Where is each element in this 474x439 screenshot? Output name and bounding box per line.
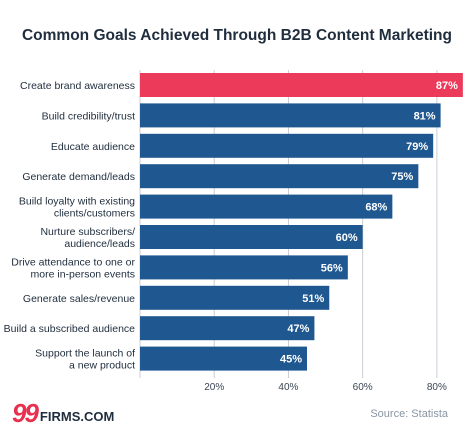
bar bbox=[140, 164, 419, 189]
logo-text: FIRMS.COM bbox=[39, 408, 115, 424]
category-label: Create brand awareness bbox=[20, 80, 135, 92]
category-label: Drive attendance to one or more in-person… bbox=[11, 256, 135, 280]
x-tick-label: 60% bbox=[353, 382, 373, 393]
bar-value-label: 51% bbox=[302, 293, 324, 305]
bar bbox=[140, 133, 434, 158]
category-label: Generate sales/revenue bbox=[23, 293, 135, 305]
category-label: Generate demand/leads bbox=[22, 171, 135, 183]
bar bbox=[140, 225, 363, 249]
bar bbox=[140, 194, 393, 219]
logo: 99 FIRMS.COM bbox=[12, 398, 115, 428]
bar-value-label: 79% bbox=[406, 141, 428, 153]
category-label: Support the launch of a new product bbox=[35, 348, 135, 372]
bar bbox=[140, 103, 441, 128]
category-label: Educate audience bbox=[51, 141, 135, 153]
category-label: Build loyalty with existing clients/custo… bbox=[19, 196, 135, 220]
bar-value-label: 87% bbox=[436, 80, 458, 92]
bar bbox=[140, 73, 463, 97]
bar bbox=[140, 285, 330, 310]
bar-value-label: 81% bbox=[414, 110, 436, 122]
category-label: Nurture subscribers/audience/leads bbox=[40, 226, 135, 250]
chart-title: Common Goals Achieved Through B2B Conten… bbox=[21, 27, 452, 44]
bar-value-label: 60% bbox=[336, 232, 358, 244]
bar bbox=[140, 255, 348, 280]
x-tick-label: 20% bbox=[204, 382, 224, 393]
bar-value-label: 75% bbox=[391, 171, 413, 183]
category-label: Build a subscribed audience bbox=[4, 323, 135, 335]
x-tick-label: 80% bbox=[427, 382, 447, 393]
bar bbox=[140, 346, 307, 371]
bar-value-label: 45% bbox=[280, 354, 302, 366]
x-tick-label: 40% bbox=[278, 382, 298, 393]
bar-value-label: 47% bbox=[287, 323, 309, 335]
bar-value-label: 68% bbox=[365, 202, 387, 214]
source-label: Source: Statista bbox=[370, 408, 448, 420]
logo-number: 99 bbox=[12, 398, 39, 428]
category-label: Build credibility/trust bbox=[42, 110, 135, 122]
bar-chart: 87% Create brand awareness 81% Build credib… bbox=[4, 70, 463, 393]
bar-value-label: 56% bbox=[321, 262, 343, 274]
bar bbox=[140, 316, 315, 341]
